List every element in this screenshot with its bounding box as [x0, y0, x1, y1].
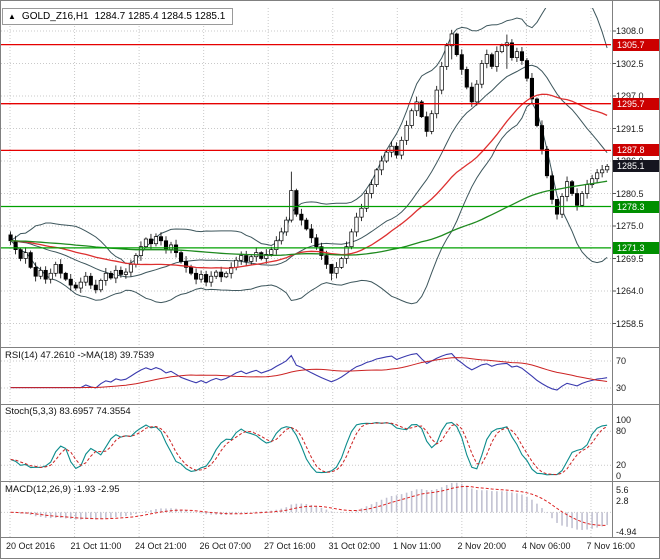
macd-scale-label: 5.6 — [616, 485, 629, 495]
x-axis-label: 21 Oct 11:00 — [70, 541, 122, 551]
x-axis-label: 24 Oct 21:00 — [135, 541, 187, 551]
rsi-scale-label: 30 — [616, 383, 627, 393]
y-axis-label: 1264.0 — [616, 286, 644, 296]
stoch-scale-label: 20 — [616, 460, 627, 470]
support-price-tag: 1271.3 — [613, 241, 659, 254]
stoch-scale-label: 100 — [616, 415, 632, 425]
x-axis-label: 1 Nov 11:00 — [393, 541, 441, 551]
resistance-price-tag: 1305.7 — [613, 38, 659, 51]
x-axis-label: 4 Nov 06:00 — [522, 541, 571, 551]
rsi-scale-label: 70 — [616, 356, 627, 366]
quote-ohlc: 1284.7 1285.4 1284.5 1285.1 — [94, 11, 226, 22]
direction-up-icon: ▲ — [8, 11, 16, 21]
current-price-tag: 1285.1 — [613, 160, 659, 173]
support-price-tag: 1278.3 — [613, 200, 659, 213]
macd-scale-label: -4.94 — [616, 527, 637, 537]
macd-scale-label: 2.8 — [616, 496, 629, 506]
y-axis-label: 1308.0 — [616, 26, 644, 36]
macd-indicator-label: MACD(12,26,9) -1.93 -2.95 — [5, 484, 120, 495]
stoch-scale-label: 80 — [616, 426, 627, 436]
y-axis-label: 1280.5 — [616, 188, 644, 199]
x-axis-label: 27 Oct 16:00 — [264, 541, 316, 551]
y-axis-label: 1297.0 — [616, 91, 644, 101]
x-axis-label: 26 Oct 07:00 — [199, 541, 252, 551]
resistance-price-tag: 1295.7 — [613, 97, 659, 110]
y-axis-label: 1291.5 — [616, 123, 644, 134]
x-axis-label: 2 Nov 20:00 — [457, 541, 507, 551]
y-axis-label: 1275.0 — [616, 221, 644, 231]
y-axis-label: 1258.5 — [616, 318, 644, 329]
x-axis-label: 7 Nov 16:00 — [586, 541, 636, 551]
stoch-indicator-label: Stoch(5,3,3) 83.6957 74.3554 — [5, 406, 131, 417]
x-axis-label: 31 Oct 02:00 — [328, 541, 381, 551]
x-axis-label: 20 Oct 2016 — [6, 541, 56, 551]
symbol-title-bar: ▲ GOLD_Z16,H1 1284.7 1285.4 1284.5 1285.… — [2, 8, 234, 25]
y-axis-label: 1269.5 — [616, 253, 644, 264]
stoch-scale-label: 0 — [616, 471, 622, 481]
y-axis-label: 1302.5 — [616, 58, 644, 69]
resistance-price-tag: 1287.8 — [613, 144, 659, 157]
symbol-name: GOLD_Z16,H1 — [21, 11, 89, 22]
rsi-indicator-label: RSI(14) 47.2610 ->MA(18) 39.7539 — [5, 350, 155, 361]
